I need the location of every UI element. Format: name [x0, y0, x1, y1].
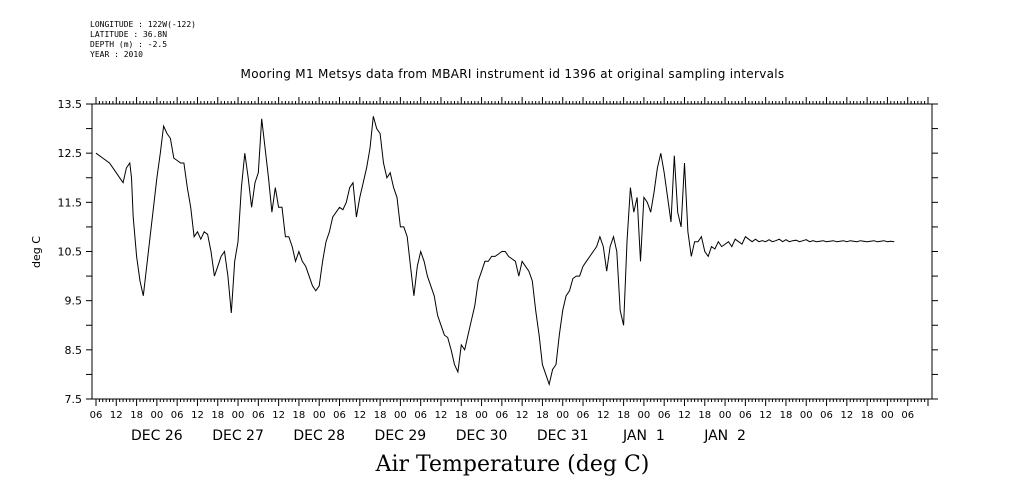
x-tick-label: 18 — [130, 410, 143, 421]
y-tick-label: 12.5 — [58, 147, 83, 160]
x-tick-label: 12 — [272, 410, 285, 421]
x-tick-label: 06 — [901, 410, 914, 421]
x-tick-label: 18 — [293, 410, 306, 421]
x-tick-label: 12 — [191, 410, 204, 421]
x-tick-label: 06 — [171, 410, 184, 421]
depth-line: DEPTH (m) : -2.5 — [90, 40, 168, 49]
x-axis: 06 12 18 00 06 12 18 00 06 12 18 00 06 12 18 00 06 12 18 00… — [90, 97, 929, 444]
x-tick-label: 06 — [658, 410, 671, 421]
x-day-label: DEC 29 — [375, 428, 427, 444]
x-tick-label: 00 — [556, 410, 569, 421]
x-day-label: DEC 30 — [456, 428, 508, 444]
metadata-block: LONGITUDE : 122W(-122) LATITUDE : 36.8N … — [90, 20, 196, 60]
x-day-label: DEC 26 — [131, 428, 183, 444]
y-tick-label: 11.5 — [58, 196, 83, 209]
x-tick-label: 12 — [353, 410, 366, 421]
x-tick-label: 00 — [800, 410, 813, 421]
x-tick-label: 18 — [211, 410, 224, 421]
caption-wrap: Air Temperature (deg C) — [0, 452, 1009, 477]
y-tick-label: 8.5 — [65, 344, 83, 357]
x-tick-label: 12 — [110, 410, 123, 421]
x-tick-label: 18 — [374, 410, 387, 421]
year-line: YEAR : 2010 — [90, 50, 143, 59]
latitude-line: LATITUDE : 36.8N — [90, 30, 168, 39]
series-group — [95, 116, 895, 387]
chart-title: Mooring M1 Metsys data from MBARI instru… — [240, 67, 785, 81]
plot-frame — [91, 103, 933, 400]
x-tick-label: 18 — [455, 410, 468, 421]
x-tick-label: 12 — [435, 410, 448, 421]
chart-caption: Air Temperature (deg C) — [375, 452, 650, 477]
x-tick-label: 00 — [881, 410, 894, 421]
x-tick-label: 12 — [516, 410, 529, 421]
x-day-label: JAN 2 — [703, 428, 746, 444]
y-tick-label: 10.5 — [58, 246, 83, 259]
x-tick-label: 06 — [252, 410, 265, 421]
x-tick-label: 12 — [840, 410, 853, 421]
x-tick-label: 06 — [90, 410, 103, 421]
x-tick-label: 18 — [536, 410, 549, 421]
longitude-line: LONGITUDE : 122W(-122) — [90, 20, 196, 29]
y-tick-label: 7.5 — [65, 393, 83, 406]
x-tick-label: 06 — [414, 410, 427, 421]
x-day-label: DEC 28 — [293, 428, 345, 444]
x-tick-label: 00 — [394, 410, 407, 421]
x-tick-label: 18 — [698, 410, 711, 421]
x-tick-label: 18 — [780, 410, 793, 421]
x-tick-label: 06 — [820, 410, 833, 421]
chart-title-wrap: Mooring M1 Metsys data from MBARI instru… — [0, 67, 1009, 81]
x-tick-label: 00 — [232, 410, 245, 421]
x-tick-label: 12 — [678, 410, 691, 421]
y-axis-label: deg C — [30, 236, 43, 268]
series-line — [95, 116, 895, 387]
x-tick-label: 06 — [577, 410, 590, 421]
x-tick-label: 06 — [333, 410, 346, 421]
x-day-label: JAN 1 — [622, 428, 665, 444]
x-tick-label: 06 — [739, 410, 752, 421]
y-axis: 7.5 8.5 9.5 10.5 11.5 12.5 13.5 — [58, 98, 938, 406]
x-tick-label: 00 — [719, 410, 732, 421]
x-tick-label: 12 — [759, 410, 772, 421]
x-tick-label: 18 — [861, 410, 874, 421]
x-tick-label: 18 — [617, 410, 630, 421]
x-tick-label: 12 — [597, 410, 610, 421]
x-tick-label: 00 — [475, 410, 488, 421]
y-tick-label: 13.5 — [58, 98, 83, 111]
x-day-label: DEC 27 — [212, 428, 264, 444]
x-tick-label: 00 — [313, 410, 326, 421]
x-tick-label: 00 — [151, 410, 164, 421]
x-tick-label: 00 — [638, 410, 651, 421]
x-day-label: DEC 31 — [537, 428, 589, 444]
x-tick-label: 06 — [495, 410, 508, 421]
y-tick-label: 9.5 — [65, 295, 83, 308]
